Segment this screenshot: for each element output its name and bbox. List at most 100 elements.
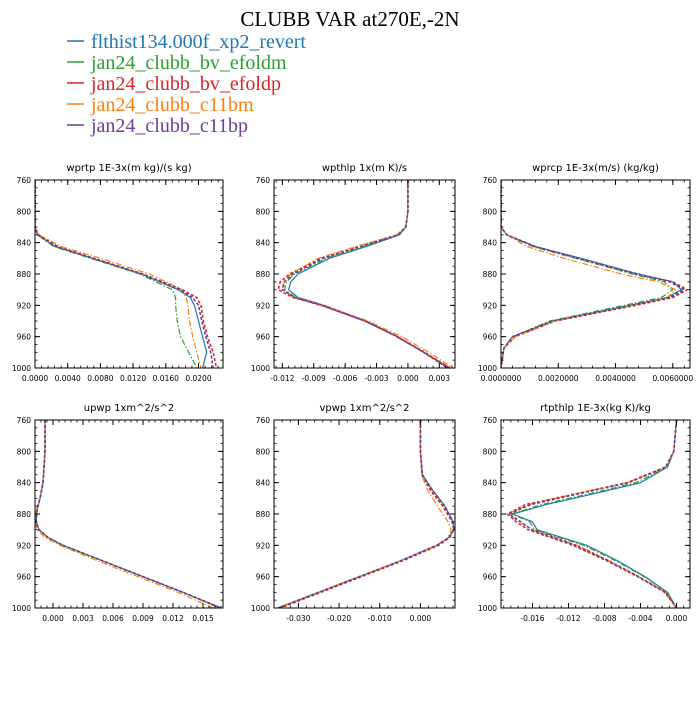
series-line bbox=[288, 180, 451, 368]
series-line bbox=[277, 420, 455, 608]
plot-frame bbox=[500, 179, 691, 369]
x-tick-label: 0.000 bbox=[397, 374, 419, 383]
plot-frame bbox=[273, 179, 456, 369]
series-group bbox=[506, 420, 678, 608]
legend-label: flthist134.000f_xp2_revert bbox=[91, 31, 306, 53]
y-tick-label: 760 bbox=[483, 176, 498, 185]
y-tick-label: 840 bbox=[256, 479, 271, 488]
x-tick-label: 0.0080 bbox=[87, 374, 113, 383]
y-tick-label: 880 bbox=[256, 510, 271, 519]
y-tick-label: 800 bbox=[256, 207, 271, 216]
series-line bbox=[277, 420, 455, 608]
panel: upwp 1xm^2/s^2 760 800 840 880 920 960 1000 0.00… bbox=[12, 403, 224, 623]
y-tick-label: 920 bbox=[483, 301, 498, 310]
panel: rtpthlp 1E-3x(kg K)/kg 760 800 840 880 920 960… bbox=[478, 403, 691, 623]
panels: wprtp 1E-3x(m kg)/(s kg) 760 800 840 880 920 9… bbox=[12, 163, 693, 623]
series-line bbox=[35, 180, 198, 368]
series-line bbox=[501, 180, 674, 368]
x-tick-label: 0.000 bbox=[42, 614, 64, 623]
y-tick-label: 920 bbox=[483, 541, 498, 550]
x-tick-label: 0.012 bbox=[162, 614, 184, 623]
series-line bbox=[277, 420, 452, 608]
y-tick-label: 920 bbox=[17, 541, 32, 550]
legend-entry: jan24_clubb_bv_efoldm bbox=[67, 52, 287, 74]
plot-frame bbox=[273, 419, 456, 609]
x-tick-label: 0.0000000 bbox=[481, 374, 522, 383]
y-tick-label: 1000 bbox=[12, 364, 31, 373]
series-line bbox=[512, 420, 678, 608]
y-tick-label: 960 bbox=[483, 573, 498, 582]
legend-entry: jan24_clubb_bv_efoldp bbox=[67, 73, 281, 95]
plot-frame bbox=[500, 419, 691, 609]
y-tick-label: 840 bbox=[17, 479, 32, 488]
series-line bbox=[501, 180, 677, 368]
legend-label: jan24_clubb_c11bm bbox=[90, 94, 254, 116]
x-tick-label: 0.0040 bbox=[55, 374, 81, 383]
legend-entry: jan24_clubb_c11bp bbox=[67, 115, 248, 137]
series-line bbox=[508, 420, 678, 608]
series-line bbox=[35, 420, 214, 608]
series-line bbox=[277, 420, 455, 608]
panel-title: upwp 1xm^2/s^2 bbox=[84, 403, 174, 414]
y-tick-label: 840 bbox=[483, 479, 498, 488]
y-tick-label: 880 bbox=[483, 270, 498, 279]
series-line bbox=[277, 180, 451, 368]
y-tick-label: 960 bbox=[483, 333, 498, 342]
panel-title: wprtp 1E-3x(m kg)/(s kg) bbox=[66, 163, 191, 174]
x-tick-label: -0.016 bbox=[520, 614, 544, 623]
x-tick-label: 0.0160 bbox=[153, 374, 179, 383]
series-line bbox=[281, 180, 454, 368]
legend: flthist134.000f_xp2_revertjan24_clubb_bv… bbox=[67, 31, 306, 137]
series-line bbox=[283, 180, 449, 368]
series-line bbox=[511, 420, 678, 608]
x-tick-label: -0.012 bbox=[556, 614, 580, 623]
x-tick-label: 0.015 bbox=[192, 614, 214, 623]
x-tick-label: 0.009 bbox=[132, 614, 154, 623]
series-line bbox=[35, 180, 202, 368]
x-tick-label: -0.003 bbox=[364, 374, 388, 383]
x-tick-label: 0.0040000 bbox=[595, 374, 636, 383]
series-group bbox=[35, 420, 222, 608]
series-line bbox=[501, 180, 686, 368]
x-tick-label: 0.003 bbox=[429, 374, 451, 383]
series-line bbox=[35, 420, 222, 608]
x-tick-label: -0.010 bbox=[368, 614, 392, 623]
x-tick-label: 0.003 bbox=[72, 614, 94, 623]
y-tick-label: 880 bbox=[483, 510, 498, 519]
legend-label: jan24_clubb_bv_efoldp bbox=[90, 73, 281, 95]
x-tick-label: -0.020 bbox=[327, 614, 351, 623]
series-line bbox=[35, 420, 222, 608]
y-tick-label: 760 bbox=[17, 176, 32, 185]
x-tick-label: 0.0000 bbox=[22, 374, 48, 383]
panel: wpthlp 1x(m K)/s7608008408809209601000-0… bbox=[251, 163, 456, 383]
y-tick-label: 760 bbox=[256, 416, 271, 425]
y-tick-label: 800 bbox=[17, 447, 32, 456]
y-tick-label: 920 bbox=[256, 541, 271, 550]
y-tick-label: 960 bbox=[256, 333, 271, 342]
series-line bbox=[501, 180, 688, 368]
series-group bbox=[35, 180, 218, 368]
series-line bbox=[279, 420, 455, 608]
figure-title: CLUBB VAR at270E,-2N bbox=[240, 7, 459, 31]
y-tick-label: 840 bbox=[483, 239, 498, 248]
x-tick-label: 0.006 bbox=[102, 614, 124, 623]
x-tick-label: 0.0200 bbox=[185, 374, 211, 383]
x-tick-label: -0.006 bbox=[333, 374, 357, 383]
x-tick-label: 0.0060000 bbox=[653, 374, 694, 383]
y-tick-label: 880 bbox=[17, 270, 32, 279]
y-tick-label: 960 bbox=[256, 573, 271, 582]
y-tick-label: 1000 bbox=[478, 364, 497, 373]
y-tick-label: 960 bbox=[17, 573, 32, 582]
y-tick-label: 800 bbox=[483, 207, 498, 216]
series-line bbox=[35, 420, 220, 608]
x-tick-label: -0.004 bbox=[628, 614, 652, 623]
x-tick-label: -0.008 bbox=[592, 614, 616, 623]
y-tick-label: 760 bbox=[483, 416, 498, 425]
x-tick-label: 0.0120 bbox=[120, 374, 146, 383]
y-tick-label: 840 bbox=[256, 239, 271, 248]
y-tick-label: 760 bbox=[256, 176, 271, 185]
series-line bbox=[506, 420, 678, 608]
y-tick-label: 1000 bbox=[478, 604, 497, 613]
y-tick-label: 1000 bbox=[251, 604, 270, 613]
panel: wprtp 1E-3x(m kg)/(s kg) 760 800 840 880 920 9… bbox=[12, 163, 224, 383]
